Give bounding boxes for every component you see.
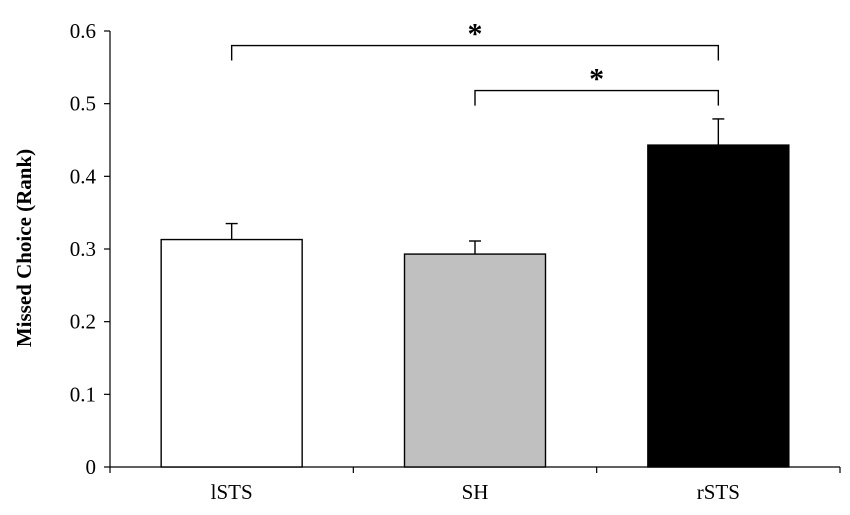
significance-star: *: [589, 63, 604, 96]
bar-lSTS: [160, 238, 303, 468]
significance-star: *: [468, 18, 483, 51]
y-tick-label: 0: [86, 455, 97, 479]
y-tick-label: 0.4: [70, 164, 97, 188]
x-tick-label: rSTS: [697, 480, 740, 504]
significance-brackets: **: [230, 18, 720, 106]
x-axis: lSTS SH rSTS: [109, 466, 841, 504]
bar-SH: [403, 253, 547, 468]
y-axis-label: Missed Choice (Rank): [12, 149, 36, 347]
y-axis: 0 0.1 0.2 0.3 0.4 0.5 0.6: [70, 19, 111, 479]
bars: [160, 144, 790, 468]
y-tick-label: 0.6: [70, 19, 96, 43]
x-tick-label: SH: [462, 480, 489, 504]
y-tick-label: 0.5: [70, 92, 96, 116]
y-tick-label: 0.3: [70, 237, 96, 261]
x-tick-label: lSTS: [211, 480, 253, 504]
error-bars: [225, 118, 725, 255]
bar-rSTS: [647, 144, 790, 468]
y-tick-label: 0.2: [70, 310, 96, 334]
significance-bracket: [474, 89, 720, 106]
significance-bracket: [230, 44, 720, 61]
y-tick-label: 0.1: [70, 382, 96, 406]
